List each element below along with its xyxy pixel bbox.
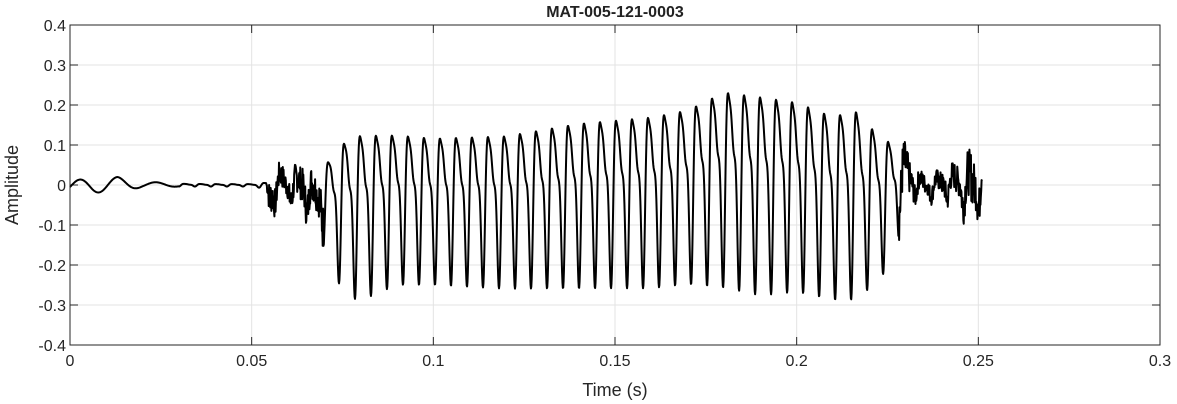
x-tick-label: 0.25: [963, 353, 994, 370]
chart-title: MAT-005-121-0003: [546, 4, 684, 21]
x-tick-label: 0.05: [236, 353, 267, 370]
y-tick-label: 0.3: [44, 58, 66, 75]
y-tick-labels: -0.4 -0.3 -0.2 -0.1 0 0.1 0.2 0.3 0.4: [38, 18, 66, 355]
y-tick-label: -0.2: [38, 258, 66, 275]
y-tick-label: 0.2: [44, 98, 66, 115]
x-axis-label: Time (s): [582, 380, 647, 400]
y-tick-label: 0.1: [44, 138, 66, 155]
x-tick-label: 0.2: [786, 353, 808, 370]
y-tick-label: -0.1: [38, 218, 66, 235]
x-tick-label: 0.1: [422, 353, 444, 370]
waveform-series-line: [69, 92, 983, 301]
x-tick-labels: 0 0.05 0.1 0.15 0.2 0.25 0.3: [66, 353, 1172, 370]
y-tick-label: 0: [57, 178, 66, 195]
y-tick-label: -0.4: [38, 338, 66, 355]
x-tick-label: 0: [66, 353, 75, 370]
y-axis-label: Amplitude: [2, 145, 22, 225]
y-tick-label: 0.4: [44, 18, 66, 35]
y-tick-label: -0.3: [38, 298, 66, 315]
plot-border: [69, 24, 1161, 346]
x-tick-label: 0.3: [1149, 353, 1171, 370]
x-tick-label: 0.15: [599, 353, 630, 370]
